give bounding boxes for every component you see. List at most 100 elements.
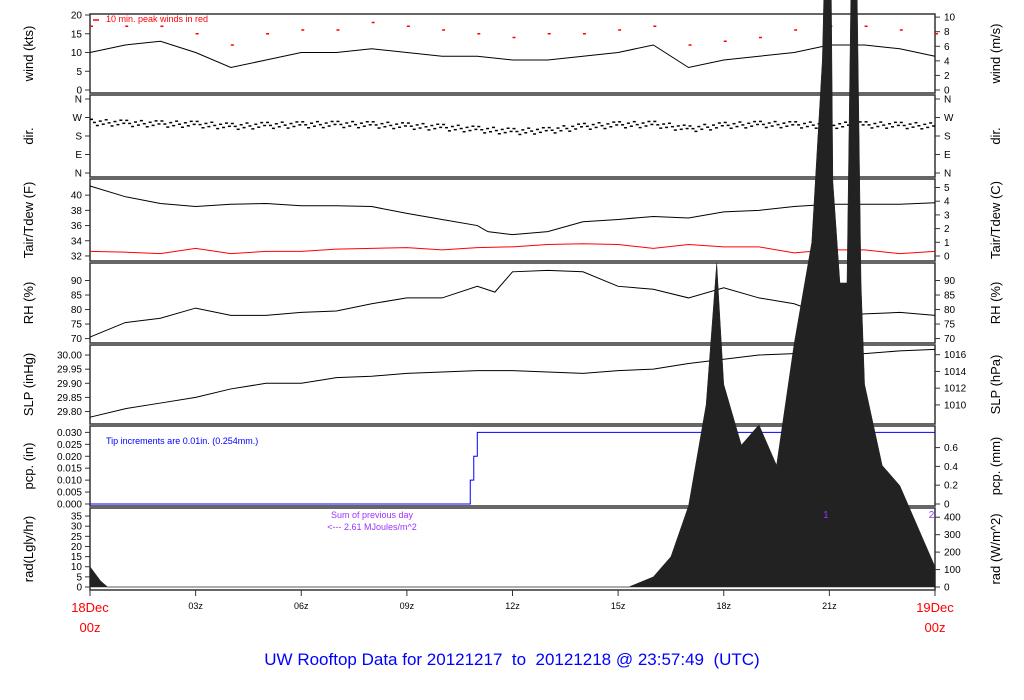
dir-point: [330, 120, 334, 123]
dir-point: [717, 122, 721, 124]
dir-point: [562, 125, 566, 127]
dir-point: [398, 126, 402, 129]
rad-left-tick-label: 20: [71, 542, 83, 553]
slp-right-tick-label: 1016: [944, 350, 967, 361]
dir-point: [257, 126, 261, 128]
wind-right-tick-label: 2: [944, 71, 950, 82]
rad-left-tick-label: 10: [71, 562, 83, 573]
dir-point: [896, 124, 900, 127]
dir-point: [395, 123, 399, 125]
dir-point: [333, 123, 337, 126]
dir-point: [518, 133, 522, 136]
dir-point: [169, 121, 173, 124]
dir-point: [98, 120, 102, 122]
dir-point: [571, 125, 575, 128]
dir-point: [178, 123, 182, 125]
dir-left-tick-label: W: [73, 113, 83, 124]
x-tick-label: 12z: [505, 601, 520, 611]
dir-point: [371, 121, 375, 123]
dir-point: [474, 128, 478, 131]
dir-point: [242, 126, 246, 129]
dir-point: [870, 127, 874, 129]
dir-point: [292, 125, 296, 128]
slp-right-tick-label: 1014: [944, 367, 967, 378]
dir-point: [911, 126, 915, 128]
pcp-left-tick-label: 0.020: [57, 452, 82, 463]
dir-point: [497, 133, 501, 135]
dir-point: [615, 124, 619, 126]
dir-point: [650, 123, 654, 126]
pcp-left-tick-label: 0.025: [57, 440, 82, 451]
dir-point: [932, 125, 936, 127]
dir-point: [811, 124, 815, 126]
pcp-ylabel: pcp. (in): [21, 443, 36, 490]
dir-point: [421, 122, 425, 125]
dir-point: [477, 125, 481, 128]
wind-left-tick-label: 15: [71, 29, 83, 40]
dir-point: [403, 125, 407, 127]
dir-left-tick-label: S: [75, 132, 82, 143]
dir-left-tick-label: N: [75, 169, 82, 180]
wind-panel-frame: [89, 13, 936, 94]
dir-point: [876, 125, 880, 128]
x-date-sublabel: 00z: [80, 620, 101, 635]
dir-point: [365, 121, 369, 123]
dir-point: [756, 123, 760, 126]
dir-point: [923, 123, 927, 126]
dir-point: [893, 121, 897, 124]
dir-point: [125, 119, 129, 122]
dir-point: [483, 132, 487, 134]
wind-annotation: 10 min. peak winds in red: [106, 14, 208, 24]
rad-right-tick-label: 400: [944, 513, 961, 524]
dir-point: [142, 122, 146, 125]
dir-right-tick-label: N: [944, 169, 951, 180]
dir-point: [782, 122, 786, 124]
dir-point: [647, 120, 651, 123]
dir-point: [714, 127, 718, 129]
dir-point: [773, 120, 777, 123]
temp-right-tick-label: 2: [944, 224, 950, 235]
x-tick-label: 21z: [822, 601, 837, 611]
dir-point: [383, 125, 387, 128]
rad-left-tick-label: 0: [76, 583, 82, 594]
dir-point: [753, 120, 757, 123]
temp-left-tick-label: 32: [71, 251, 83, 262]
dir-ylabel: dir.: [21, 127, 36, 144]
dir-point: [747, 122, 751, 125]
dir-point: [618, 121, 622, 123]
rad-right-tick-label: 0: [944, 583, 950, 594]
dir-point: [565, 127, 569, 130]
dir-point: [697, 125, 701, 128]
temp-right-tick-label: 4: [944, 197, 950, 208]
dir-point: [832, 124, 836, 127]
dir-point: [436, 123, 440, 126]
dir-point: [638, 126, 642, 129]
dir-point: [277, 125, 281, 128]
rh-right-tick-label: 75: [944, 320, 956, 331]
dir-point: [122, 122, 126, 125]
dir-point: [841, 125, 845, 128]
dir-point: [512, 127, 516, 130]
rh-left-tick-label: 90: [71, 276, 83, 287]
dir-point: [427, 129, 431, 131]
dir-point: [245, 122, 249, 124]
rad-area: [89, 0, 936, 588]
dir-point: [356, 126, 360, 129]
dir-point: [726, 124, 730, 127]
dir-point: [712, 124, 716, 126]
dir-point: [456, 124, 460, 127]
dir-point: [354, 123, 358, 126]
dir-point: [233, 125, 237, 128]
dir-point: [327, 125, 331, 127]
dir-point: [136, 124, 140, 126]
rh-right-tick-label: 80: [944, 305, 956, 316]
dir-point: [800, 127, 804, 129]
pcp-line-series: [90, 431, 935, 505]
dir-point: [844, 121, 848, 123]
dir-point: [524, 132, 528, 134]
wind-left-tick-label: 10: [71, 48, 83, 59]
dir-point: [263, 124, 267, 127]
dir-point: [95, 124, 99, 127]
dir-point: [509, 130, 513, 133]
dir-point: [688, 125, 692, 127]
